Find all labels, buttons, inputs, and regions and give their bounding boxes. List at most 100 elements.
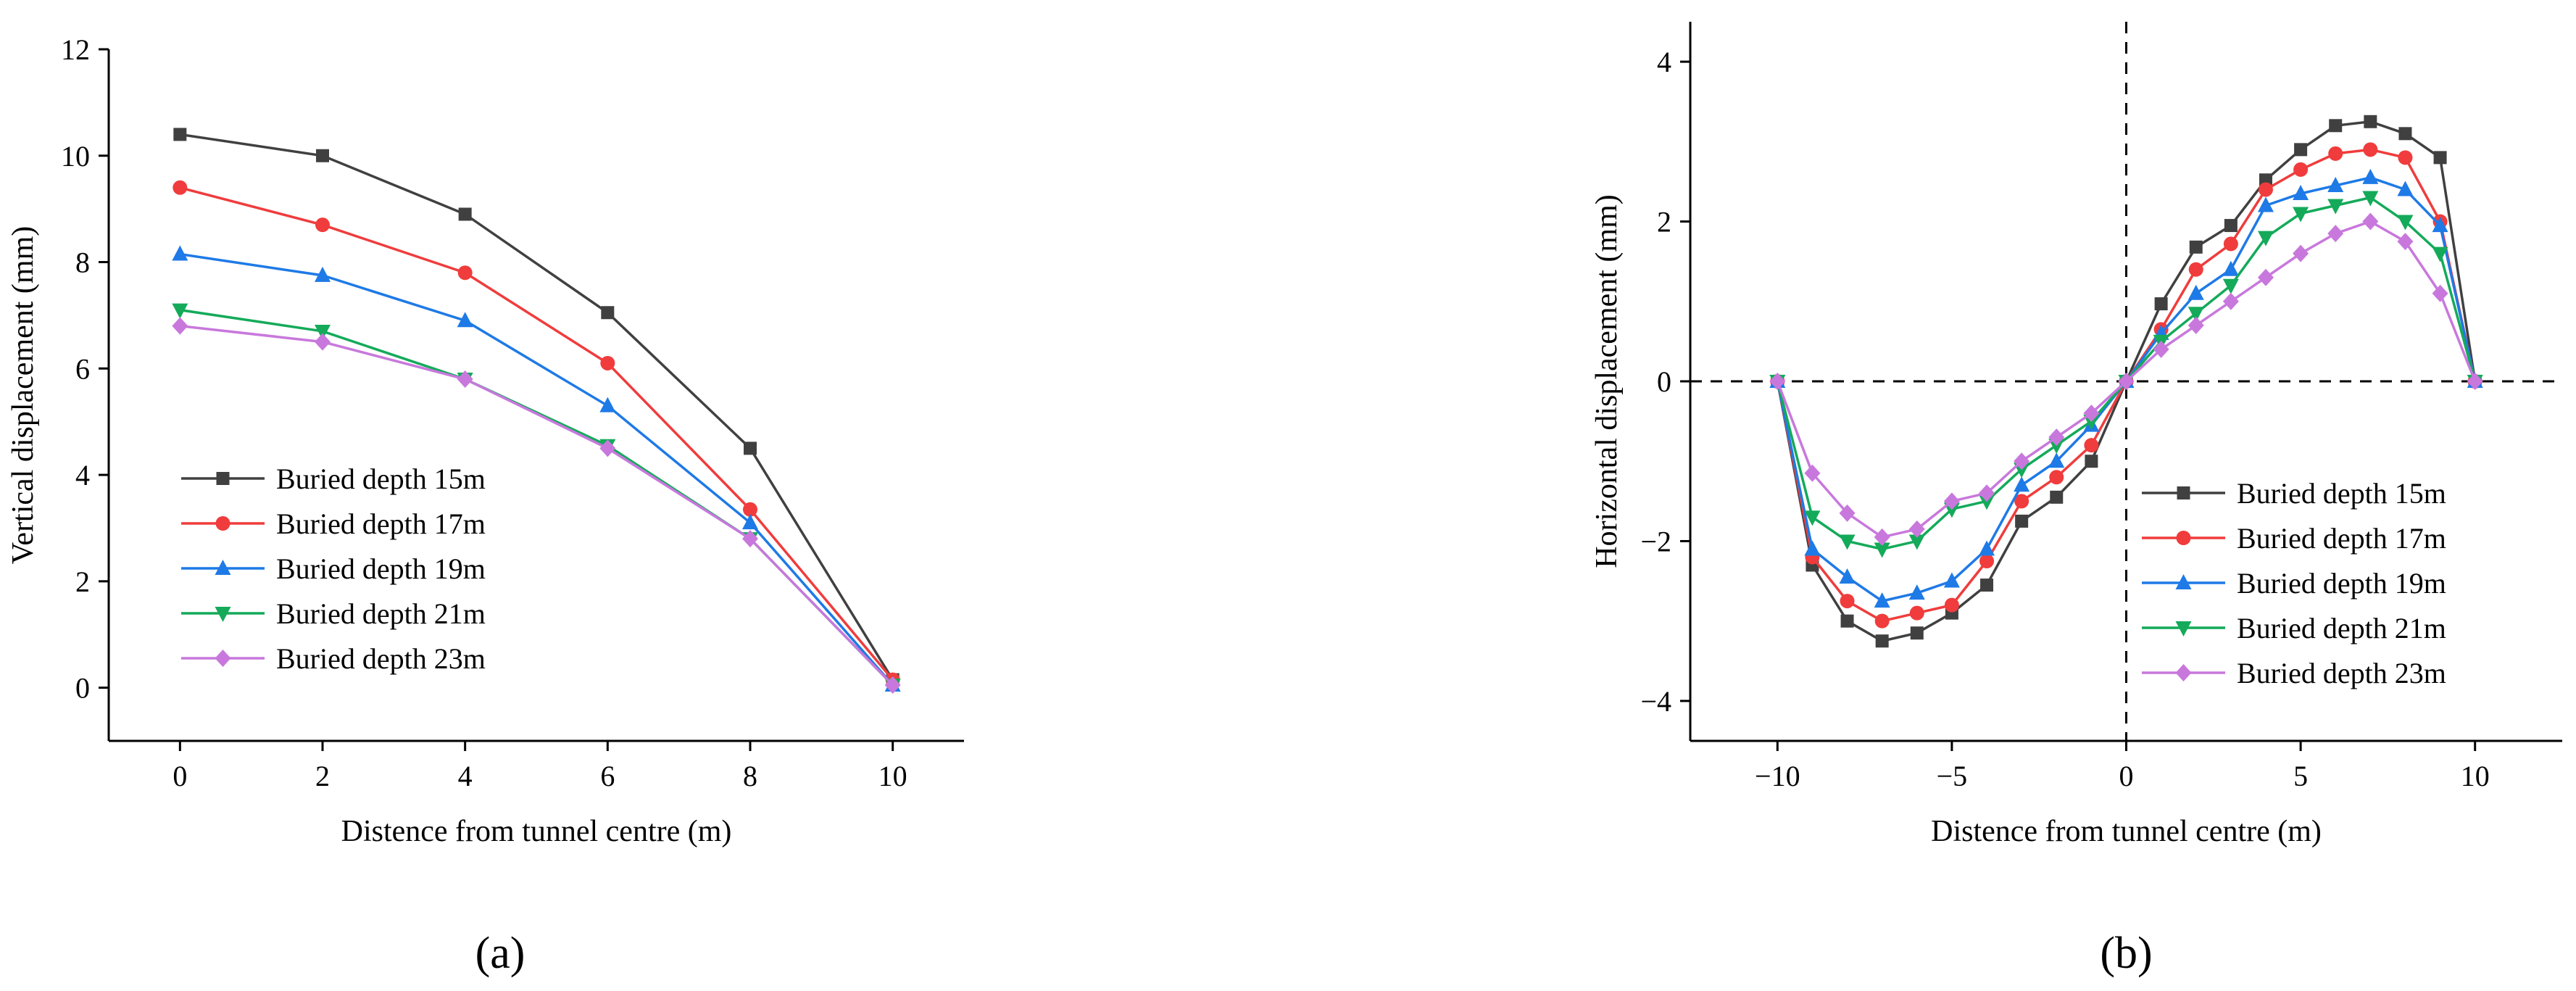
x-axis-title: Distence from tunnel centre (m) (341, 815, 732, 848)
data-point (2257, 196, 2274, 212)
data-point (2118, 373, 2135, 390)
data-point (1804, 510, 1821, 526)
data-point (743, 502, 757, 517)
x-axis-title: Distence from tunnel centre (m) (1931, 815, 2322, 848)
data-point (2257, 231, 2274, 246)
data-point (315, 217, 330, 233)
data-point (2048, 439, 2065, 455)
data-point (2050, 490, 2064, 504)
data-point (1943, 572, 1960, 588)
x-tick-label: 5 (2293, 760, 2308, 792)
data-point (457, 265, 473, 281)
data-point (2048, 452, 2065, 468)
y-axis-title: Horizontal displacement (mm) (1590, 194, 1624, 568)
legend-marker (216, 472, 230, 485)
data-point (1909, 605, 1924, 621)
panel-label: (b) (2100, 929, 2152, 978)
data-point (2293, 244, 2309, 262)
data-point (458, 207, 472, 221)
data-point (2328, 146, 2343, 161)
data-point (172, 245, 188, 261)
legend-marker (215, 560, 231, 575)
data-point (2048, 428, 2065, 447)
data-point (2293, 207, 2309, 223)
y-tick-label: 2 (75, 565, 90, 598)
series-line (180, 133, 894, 681)
legend-marker (2175, 664, 2192, 681)
legend-marker (215, 650, 231, 667)
y-tick-label: 0 (75, 672, 90, 705)
legend-marker (2175, 574, 2192, 589)
data-point (2467, 373, 2483, 390)
data-point (2362, 212, 2379, 231)
data-point (2327, 225, 2344, 243)
data-point (457, 370, 473, 388)
data-point (1979, 554, 1995, 568)
data-point (2222, 292, 2239, 310)
data-point (2223, 236, 2238, 252)
legend-marker (2177, 486, 2190, 499)
data-point (599, 397, 616, 412)
y-tick-label: 10 (61, 140, 90, 173)
data-point (1839, 534, 1856, 550)
y-tick-label: 12 (61, 33, 90, 66)
data-point (173, 128, 187, 141)
x-tick-label: 10 (878, 760, 907, 792)
series-line (180, 324, 894, 687)
data-point (599, 439, 616, 457)
y-tick-label: 2 (1657, 206, 1671, 239)
data-point (1769, 373, 1786, 390)
data-point (2222, 278, 2239, 294)
data-point (172, 317, 188, 335)
x-tick-label: 0 (2119, 760, 2134, 792)
legend-label: Buried depth 17m (2237, 522, 2446, 555)
legend-label: Buried depth 19m (276, 552, 486, 585)
data-point (2432, 246, 2448, 262)
data-point (600, 355, 615, 370)
data-point (2188, 262, 2203, 277)
x-tick-label: 8 (743, 760, 757, 792)
data-point (2222, 260, 2239, 276)
data-point (2015, 514, 2029, 528)
data-point (2085, 455, 2098, 468)
data-point (2293, 162, 2309, 177)
data-point (2084, 438, 2099, 453)
x-tick-label: −10 (1755, 760, 1800, 792)
legend-label: Buried depth 15m (2237, 477, 2446, 510)
data-point (2397, 215, 2414, 231)
y-tick-label: 6 (75, 352, 90, 385)
x-tick-label: 10 (2461, 760, 2490, 792)
data-point (2224, 219, 2238, 233)
data-point (1874, 613, 1890, 629)
data-point (2364, 115, 2377, 128)
legend-marker (215, 607, 231, 622)
data-point (2187, 307, 2204, 323)
data-point (2397, 233, 2414, 251)
y-tick-label: −4 (1640, 685, 1671, 718)
x-tick-label: 0 (173, 760, 187, 792)
data-point (1979, 484, 1995, 502)
data-point (2363, 142, 2378, 157)
data-point (742, 530, 758, 548)
data-point (2014, 494, 2029, 509)
data-point (2083, 415, 2100, 431)
data-point (1908, 584, 1925, 600)
data-point (2153, 340, 2169, 358)
data-point (2014, 476, 2030, 492)
data-point (173, 180, 188, 195)
data-point (1840, 614, 1854, 628)
data-point (1910, 626, 1924, 640)
data-point (2327, 199, 2344, 215)
y-tick-label: 8 (75, 246, 90, 279)
legend-label: Buried depth 21m (2237, 612, 2446, 644)
legend-marker (215, 516, 230, 531)
legend-label: Buried depth 15m (276, 463, 486, 495)
data-point (2432, 217, 2448, 233)
data-point (1943, 492, 1960, 510)
data-point (2014, 452, 2030, 470)
legend-label: Buried depth 19m (2237, 567, 2446, 600)
legend-marker (2175, 621, 2192, 637)
data-point (2258, 182, 2273, 197)
legend-marker (2176, 531, 2191, 545)
